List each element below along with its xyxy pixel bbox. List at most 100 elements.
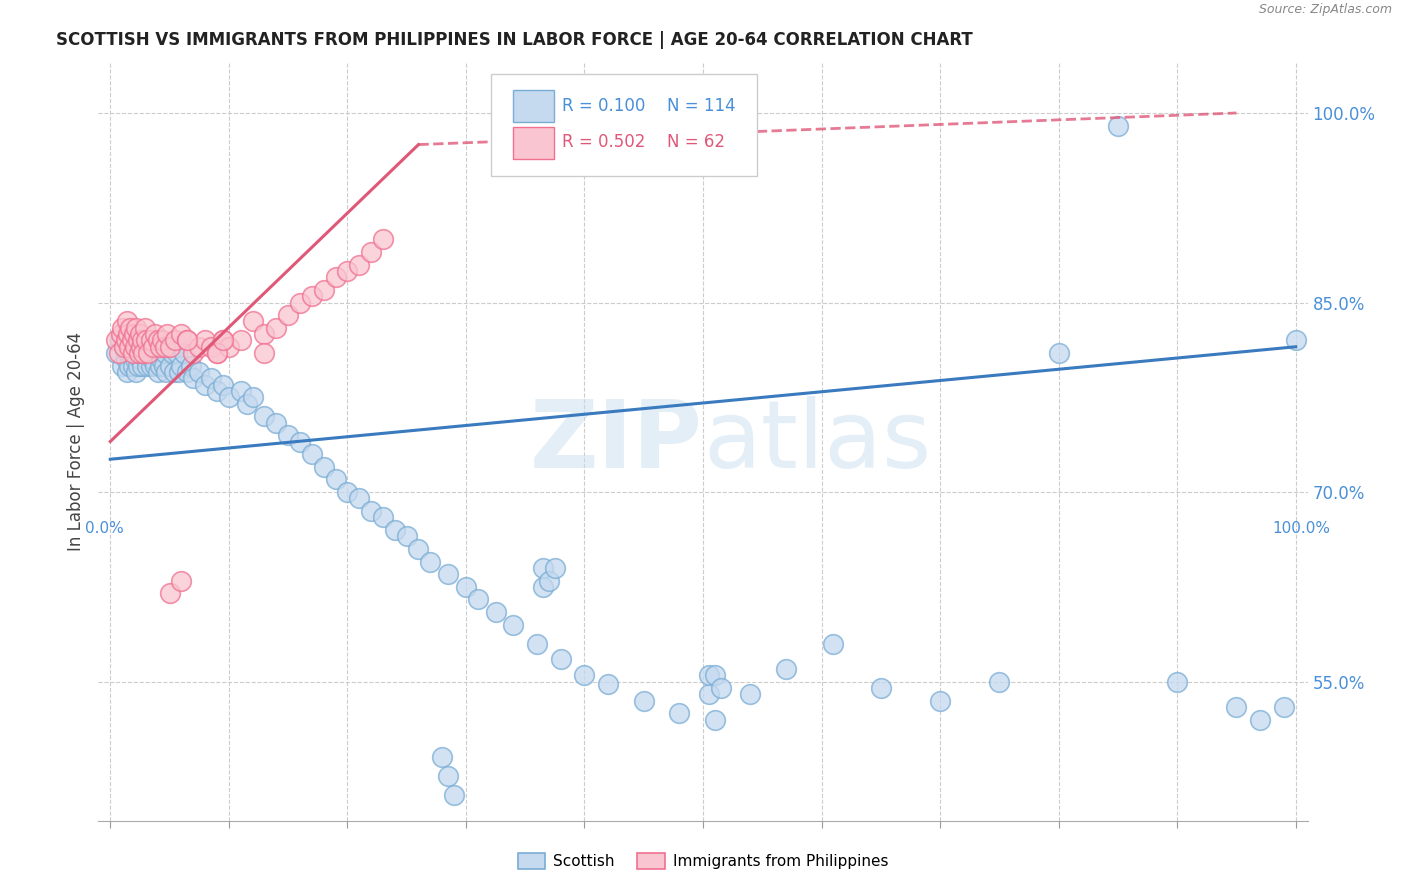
Point bbox=[139, 359, 162, 373]
Point bbox=[152, 340, 174, 354]
Point bbox=[136, 346, 159, 360]
Point bbox=[301, 289, 323, 303]
Point bbox=[200, 340, 222, 354]
Point bbox=[633, 693, 655, 707]
Point bbox=[194, 334, 217, 348]
Point bbox=[212, 377, 235, 392]
Point bbox=[598, 677, 620, 691]
Point bbox=[135, 352, 157, 367]
Point bbox=[114, 352, 136, 367]
Point bbox=[111, 359, 134, 373]
Point bbox=[127, 334, 149, 348]
Point bbox=[118, 359, 141, 373]
Text: SCOTTISH VS IMMIGRANTS FROM PHILIPPINES IN LABOR FORCE | AGE 20-64 CORRELATION C: SCOTTISH VS IMMIGRANTS FROM PHILIPPINES … bbox=[56, 31, 973, 49]
Point bbox=[432, 750, 454, 764]
Point bbox=[129, 334, 152, 348]
Point bbox=[253, 327, 276, 342]
Point bbox=[143, 359, 166, 373]
Point bbox=[105, 346, 128, 360]
Point bbox=[194, 377, 217, 392]
Point bbox=[125, 340, 148, 354]
FancyBboxPatch shape bbox=[492, 74, 758, 177]
Point bbox=[288, 295, 311, 310]
Point bbox=[277, 308, 299, 322]
Point bbox=[703, 668, 725, 682]
Point bbox=[166, 346, 188, 360]
Point bbox=[132, 346, 155, 360]
Point bbox=[235, 396, 257, 410]
Point bbox=[146, 365, 169, 379]
Point bbox=[131, 359, 153, 373]
Point bbox=[454, 580, 477, 594]
Point bbox=[360, 504, 382, 518]
Point bbox=[105, 334, 128, 348]
Point bbox=[146, 334, 169, 348]
Point bbox=[437, 769, 460, 783]
Point bbox=[136, 359, 159, 373]
Point bbox=[120, 321, 142, 335]
Point bbox=[1249, 713, 1271, 727]
Point bbox=[218, 340, 240, 354]
Point bbox=[668, 706, 690, 721]
Text: N = 114: N = 114 bbox=[666, 97, 735, 115]
Point bbox=[114, 340, 136, 354]
Point bbox=[107, 346, 129, 360]
Point bbox=[117, 346, 139, 360]
Point bbox=[484, 605, 506, 619]
Point bbox=[117, 327, 139, 342]
Point bbox=[264, 321, 287, 335]
Point bbox=[288, 434, 311, 449]
Point bbox=[347, 491, 370, 506]
Point bbox=[114, 340, 136, 354]
Point bbox=[703, 713, 725, 727]
Point bbox=[823, 637, 845, 651]
Point bbox=[141, 352, 163, 367]
Point bbox=[124, 352, 146, 367]
Point bbox=[408, 541, 430, 556]
Point bbox=[176, 365, 198, 379]
Point bbox=[139, 334, 162, 348]
Point bbox=[264, 416, 287, 430]
Text: N = 62: N = 62 bbox=[666, 133, 724, 151]
Point bbox=[229, 334, 252, 348]
Point bbox=[153, 346, 176, 360]
Point bbox=[347, 258, 370, 272]
Text: Source: ZipAtlas.com: Source: ZipAtlas.com bbox=[1258, 4, 1392, 16]
Point bbox=[218, 390, 240, 404]
FancyBboxPatch shape bbox=[513, 90, 554, 122]
Point bbox=[132, 346, 155, 360]
Point bbox=[127, 359, 149, 373]
Point bbox=[710, 681, 733, 695]
Text: 0.0%: 0.0% bbox=[84, 521, 124, 535]
Point bbox=[136, 346, 159, 360]
Point bbox=[336, 264, 359, 278]
Point bbox=[775, 662, 797, 676]
Point bbox=[181, 371, 204, 385]
Point bbox=[135, 334, 157, 348]
Point bbox=[156, 340, 179, 354]
Point bbox=[145, 340, 167, 354]
Point bbox=[108, 334, 131, 348]
Point bbox=[1285, 334, 1308, 348]
Point bbox=[1166, 674, 1188, 689]
Point bbox=[360, 244, 382, 259]
Point bbox=[443, 789, 465, 803]
Point bbox=[371, 232, 394, 246]
Point bbox=[167, 365, 190, 379]
Point bbox=[152, 359, 174, 373]
Point bbox=[122, 327, 145, 342]
Point bbox=[159, 359, 181, 373]
Point bbox=[1047, 346, 1070, 360]
Point bbox=[212, 334, 235, 348]
Point bbox=[134, 340, 156, 354]
Point bbox=[531, 580, 554, 594]
Point bbox=[869, 681, 891, 695]
Point bbox=[134, 321, 156, 335]
Point bbox=[188, 365, 211, 379]
Point bbox=[312, 459, 335, 474]
Point bbox=[121, 346, 143, 360]
Point bbox=[395, 529, 418, 543]
Point bbox=[929, 693, 952, 707]
Point bbox=[242, 390, 264, 404]
Point bbox=[124, 340, 146, 354]
